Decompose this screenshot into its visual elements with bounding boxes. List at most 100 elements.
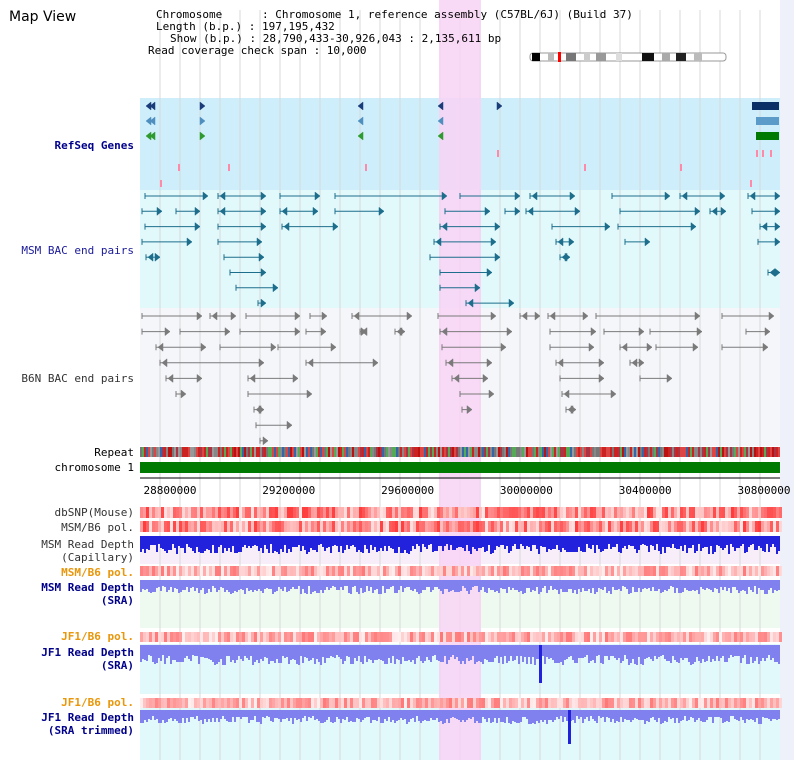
pol-cell	[143, 698, 146, 708]
pol-cell	[758, 632, 761, 642]
depth-bar	[464, 580, 466, 588]
label-jf1-b6-pol-trim[interactable]: JF1/B6 pol.	[61, 696, 134, 709]
pol-cell	[677, 632, 680, 642]
depth-bar	[656, 580, 658, 591]
label-dbsnp[interactable]: dbSNP(Mouse)	[54, 506, 134, 519]
depth-bar	[354, 645, 356, 658]
polymorphism-tracks[interactable]	[140, 507, 782, 708]
pol-cell	[656, 698, 659, 708]
pol-cell	[257, 698, 260, 708]
repeat-segment	[438, 447, 440, 457]
depth-bar	[666, 580, 668, 591]
pol-cell	[557, 698, 560, 708]
pol-cell	[155, 507, 158, 518]
label-msm-b6-pol[interactable]: MSM/B6 pol.	[61, 521, 134, 534]
depth-bar	[444, 536, 446, 546]
pol-cell	[149, 632, 152, 642]
depth-bar	[468, 536, 470, 551]
pol-cell	[287, 507, 290, 518]
repeat-segment	[460, 447, 462, 457]
bac-pair-arrow	[211, 311, 218, 321]
repeat-segment	[284, 447, 286, 457]
pol-cell	[173, 632, 176, 642]
pol-cell	[428, 698, 431, 708]
pol-cell	[401, 698, 404, 708]
pol-cell	[632, 632, 635, 642]
depth-bar	[270, 645, 272, 661]
depth-bar	[684, 645, 686, 658]
pol-cell	[413, 507, 416, 518]
bac-pair-arrow	[255, 405, 262, 415]
repeat-segment	[414, 447, 416, 457]
pol-cell	[428, 521, 431, 532]
depth-bar	[740, 645, 742, 663]
label-msm-depth-sra[interactable]: MSM Read Depth (SRA)	[41, 581, 134, 607]
pol-cell	[284, 698, 287, 708]
label-msm-depth-cap[interactable]: MSM Read Depth (Capillary)	[41, 538, 134, 564]
chromosome-bar[interactable]	[140, 462, 780, 473]
repeat-segment	[598, 447, 600, 457]
depth-bar	[678, 645, 680, 663]
label-jf1-depth-trim[interactable]: JF1 Read Depth (SRA trimmed)	[41, 711, 134, 737]
depth-bar	[624, 536, 626, 546]
pol-cell	[392, 698, 395, 708]
refseq-gene-features[interactable]	[145, 101, 779, 187]
depth-bar	[300, 536, 302, 551]
label-repeat[interactable]: Repeat	[94, 446, 134, 459]
label-jf1-depth-sra[interactable]: JF1 Read Depth (SRA)	[41, 646, 134, 672]
pol-cell	[602, 698, 605, 708]
chromosome-ideogram[interactable]	[529, 52, 727, 62]
pol-cell	[671, 698, 674, 708]
pol-cell	[776, 698, 779, 708]
pol-cell	[458, 566, 461, 576]
b6n-bac-pairs[interactable]	[141, 311, 775, 446]
gene-arrow	[437, 101, 444, 111]
depth-bar	[562, 580, 564, 592]
pol-cell	[341, 521, 344, 532]
depth-bar	[768, 710, 770, 719]
pol-cell	[656, 521, 659, 532]
bac-pair-arrow	[396, 327, 403, 337]
region-info: Chromosome : Chromosome 1, reference ass…	[148, 9, 633, 57]
depth-bar	[420, 710, 422, 723]
depth-bar	[142, 536, 144, 549]
depth-bar	[434, 710, 436, 720]
pol-cell	[194, 632, 197, 642]
pol-cell	[677, 507, 680, 518]
depth-bar	[750, 536, 752, 545]
repeat-segment	[580, 447, 582, 457]
depth-bar	[724, 710, 726, 722]
pol-cell	[326, 507, 329, 518]
label-msm-bac[interactable]: MSM BAC end pairs	[21, 244, 134, 257]
label-b6n-bac[interactable]: B6N BAC end pairs	[21, 372, 134, 385]
label-msm-b6-pol-sra[interactable]: MSM/B6 pol.	[61, 566, 134, 579]
read-depth-tracks[interactable]	[140, 536, 780, 744]
pol-cell	[671, 521, 674, 532]
depth-bar	[740, 580, 742, 591]
pol-cell	[764, 507, 767, 518]
pol-cell	[194, 507, 197, 518]
pol-cell	[422, 698, 425, 708]
depth-bar	[302, 645, 304, 663]
label-chromosome[interactable]: chromosome 1	[54, 461, 134, 474]
pol-cell	[416, 632, 419, 642]
msm-bac-pairs[interactable]	[141, 191, 781, 308]
repeat-segment	[770, 447, 772, 457]
depth-bar	[644, 580, 646, 588]
pol-cell	[416, 521, 419, 532]
depth-bar	[552, 536, 554, 549]
depth-bar	[608, 645, 610, 660]
pol-cell	[272, 507, 275, 518]
repeat-segment	[658, 447, 660, 457]
label-refseq-genes[interactable]: RefSeq Genes	[54, 139, 134, 152]
pol-cell	[347, 698, 350, 708]
pol-cell	[209, 521, 212, 532]
pol-cell	[206, 698, 209, 708]
bac-pair-arrow	[196, 311, 203, 321]
pol-cell	[383, 632, 386, 642]
pol-cell	[143, 566, 146, 576]
depth-bar	[362, 580, 364, 593]
label-jf1-b6-pol[interactable]: JF1/B6 pol.	[61, 630, 134, 643]
repeat-track[interactable]	[140, 447, 780, 457]
